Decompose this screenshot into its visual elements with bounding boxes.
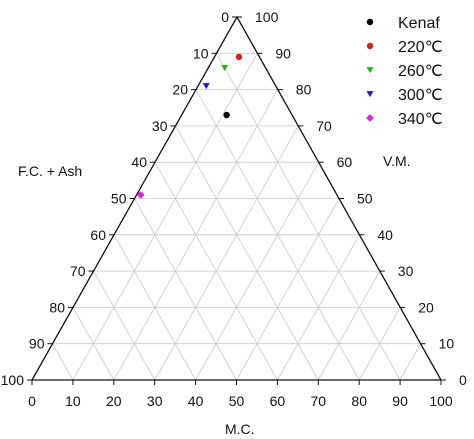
bottom-tick-label: 70	[311, 393, 327, 409]
left-tick-label: 0	[221, 9, 229, 25]
bottom-tick-label: 60	[270, 393, 286, 409]
right-tick-label: 80	[296, 82, 312, 98]
left-tick-label: 100	[1, 372, 25, 388]
right-tick-label: 90	[275, 45, 291, 61]
left-tick-label: 40	[131, 154, 147, 170]
grid-line-fc	[134, 198, 237, 381]
bottom-tick-label: 100	[429, 393, 453, 409]
grid-line-mc	[399, 343, 421, 381]
left-tick-label: 80	[49, 299, 65, 315]
right-tick-label: 60	[337, 154, 353, 170]
grid-line-fc	[113, 234, 196, 381]
right-tick-label: 10	[439, 336, 455, 352]
bottom-tick-label: 20	[106, 393, 122, 409]
left-tick-label: 90	[29, 336, 45, 352]
grid-line-mc	[154, 125, 299, 381]
legend-label: Kenaf	[398, 15, 440, 32]
right-tick-label: 100	[255, 9, 279, 25]
grid-line-fc	[216, 53, 401, 381]
data-point	[221, 65, 229, 71]
legend-label: 220℃	[398, 39, 443, 56]
legend-label: 340℃	[398, 111, 443, 128]
bottom-tick-label: 90	[392, 393, 408, 409]
bottom-tick-label: 40	[188, 393, 204, 409]
bottom-tick-label: 30	[147, 393, 163, 409]
bottom-tick-label: 50	[229, 393, 245, 409]
grid-line-mc	[317, 270, 381, 381]
left-axis-title: F.C. + Ash	[18, 163, 82, 179]
right-tick-label: 70	[316, 118, 332, 134]
bottom-tick-label: 10	[65, 393, 81, 409]
right-axis-title: V.M.	[383, 153, 411, 169]
legend-label: 300℃	[398, 87, 443, 104]
legend-marker	[366, 42, 374, 50]
grid-line-fc	[175, 125, 319, 381]
bottom-tick-label: 80	[351, 393, 367, 409]
right-tick-label: 0	[459, 372, 467, 388]
grid-line-fc	[52, 343, 74, 381]
data-point	[235, 53, 243, 61]
legend-label: 260℃	[398, 63, 443, 80]
data-points	[136, 53, 243, 199]
left-tick-label: 50	[111, 191, 127, 207]
data-point	[136, 191, 145, 199]
grid-line-mc	[236, 198, 340, 381]
bottom-axis-title: M.C.	[225, 421, 255, 437]
grid-line-mc	[277, 234, 360, 381]
grid-line-fc	[93, 270, 156, 381]
data-point	[223, 111, 230, 119]
legend-marker	[366, 18, 374, 26]
grid-line-fc	[72, 307, 115, 381]
bottom-tick-label: 0	[28, 393, 36, 409]
data-point	[202, 83, 210, 90]
left-axis-tick-labels: 0 10 20 30 40 50 60 70 80 90 100	[1, 9, 230, 388]
right-tick-label: 20	[418, 299, 434, 315]
legend-marker	[366, 91, 374, 98]
right-tick-label: 40	[377, 227, 393, 243]
left-tick-label: 10	[193, 45, 209, 61]
left-tick-label: 60	[90, 227, 106, 243]
legend: Kenaf 220℃ 260℃ 300℃ 340℃	[366, 15, 443, 128]
grid-line-mc	[358, 307, 401, 381]
right-tick-label: 50	[357, 191, 373, 207]
grid-line-mc	[72, 53, 258, 381]
tick-marks	[27, 16, 446, 385]
legend-marker	[366, 114, 374, 122]
left-tick-label: 70	[70, 263, 86, 279]
left-tick-label: 20	[172, 82, 188, 98]
left-tick-label: 30	[152, 118, 168, 134]
bottom-axis-tick-labels: 0 10 20 30 40 50 60 70 80 90 100	[28, 393, 453, 409]
legend-marker	[366, 67, 374, 74]
grid-lines	[52, 52, 421, 381]
right-tick-label: 30	[398, 263, 414, 279]
